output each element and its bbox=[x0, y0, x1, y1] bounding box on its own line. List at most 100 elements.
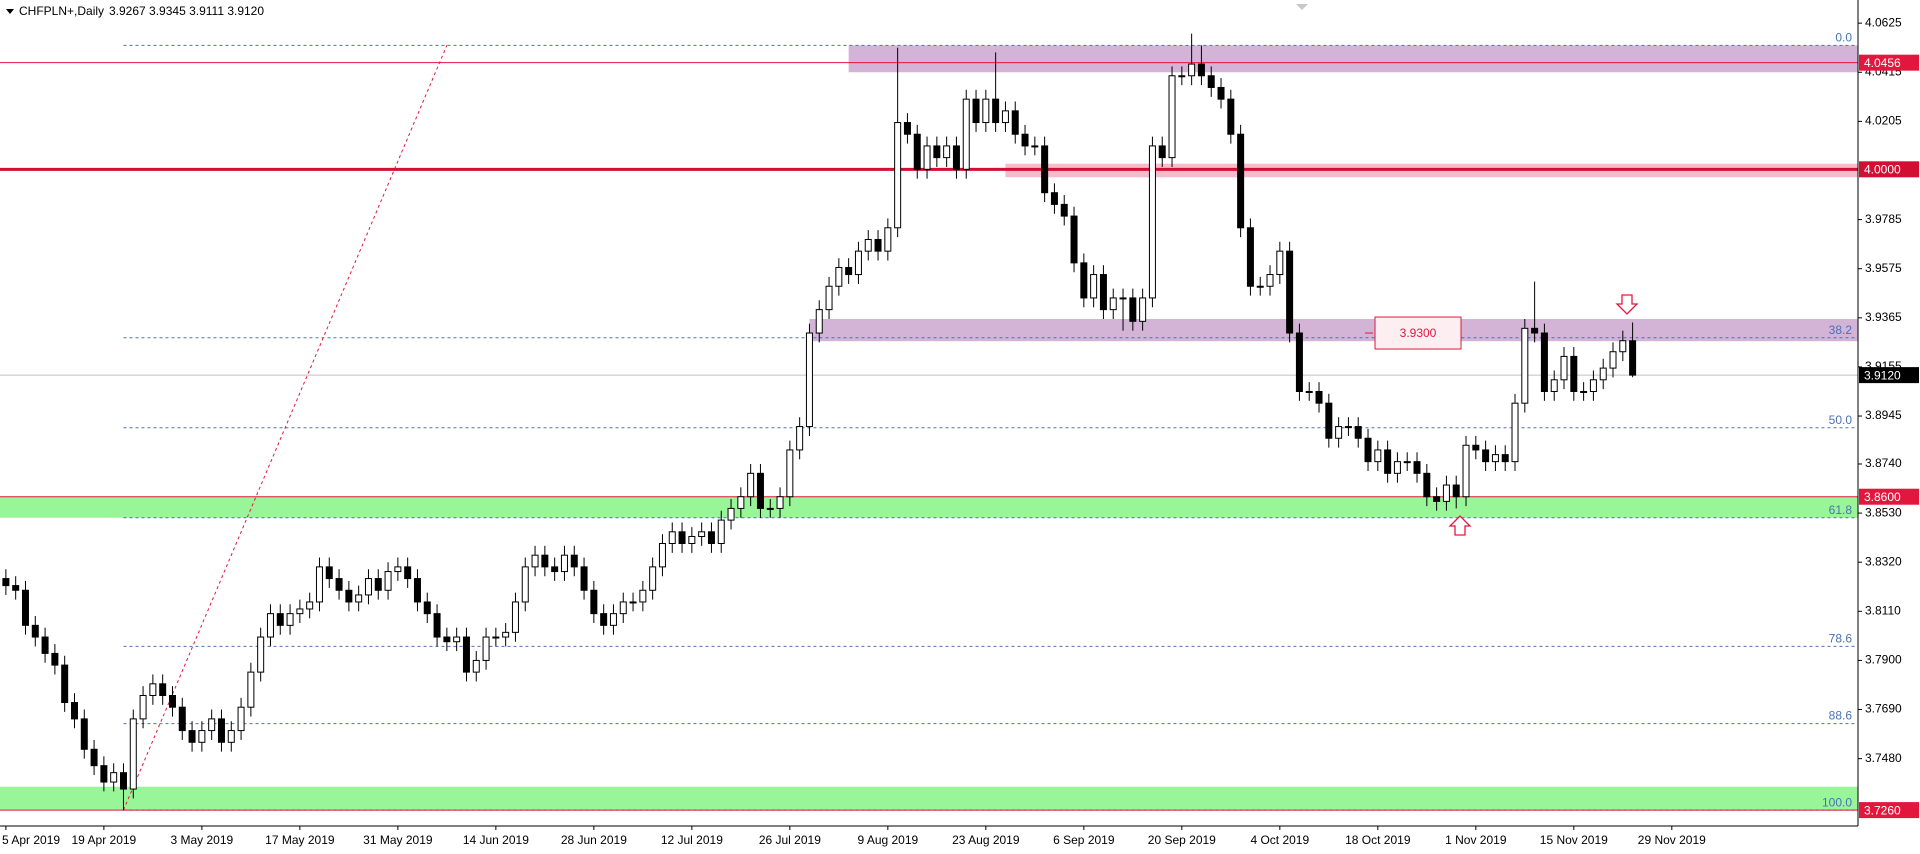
candle-body bbox=[541, 554, 549, 568]
menu-triangle[interactable] bbox=[6, 9, 14, 14]
candle-body bbox=[70, 702, 78, 720]
candle-body bbox=[80, 718, 88, 750]
candle-body bbox=[1168, 75, 1176, 159]
candle-body bbox=[139, 695, 147, 720]
y-tick-label: 3.9365 bbox=[1865, 310, 1902, 324]
candle-body bbox=[315, 566, 323, 603]
candles bbox=[2, 33, 1637, 811]
candle-body bbox=[619, 601, 627, 615]
candle-body bbox=[1374, 449, 1382, 463]
candle-body bbox=[1609, 351, 1617, 369]
candle-body bbox=[1462, 444, 1470, 498]
level-label: 3.8600 bbox=[1864, 490, 1901, 504]
candle-body bbox=[1540, 332, 1548, 392]
y-tick-label: 3.8110 bbox=[1865, 603, 1901, 617]
candle-body bbox=[1599, 367, 1607, 381]
level-label: 4.0456 bbox=[1864, 56, 1901, 70]
candle-body bbox=[1080, 262, 1088, 299]
candle-body bbox=[1560, 355, 1568, 381]
candle-body bbox=[325, 566, 333, 580]
candle-body bbox=[884, 227, 892, 252]
candle-body bbox=[1129, 297, 1137, 322]
candle-body bbox=[1629, 340, 1637, 376]
zone bbox=[0, 786, 1858, 811]
level-box bbox=[1859, 54, 1919, 71]
candle-body bbox=[90, 748, 98, 767]
fib-label: 0.0 bbox=[1835, 31, 1852, 45]
candle-body bbox=[1344, 426, 1352, 429]
candle-body bbox=[1217, 86, 1225, 100]
candle-body bbox=[805, 332, 813, 428]
candle-body bbox=[345, 589, 353, 603]
candle-body bbox=[1580, 390, 1588, 393]
candle-body bbox=[1472, 444, 1480, 451]
fib-label: 88.6 bbox=[1829, 709, 1853, 723]
candle-body bbox=[1491, 454, 1499, 463]
x-tick-label: 19 Apr 2019 bbox=[72, 833, 137, 847]
candle-body bbox=[1227, 98, 1235, 135]
candle-body bbox=[1276, 250, 1284, 276]
annotation-box bbox=[1374, 316, 1462, 350]
candle-body bbox=[404, 566, 412, 580]
candle-body bbox=[707, 531, 715, 544]
candle-body bbox=[51, 652, 59, 666]
candle-body bbox=[982, 98, 990, 124]
x-tick-label: 15 Nov 2019 bbox=[1540, 833, 1608, 847]
candle-body bbox=[658, 542, 666, 568]
x-tick-label: 29 Nov 2019 bbox=[1638, 833, 1706, 847]
candle-body bbox=[1011, 110, 1019, 135]
candle-body bbox=[217, 718, 225, 743]
x-tick-label: 14 Jun 2019 bbox=[463, 833, 529, 847]
candle-body bbox=[394, 566, 402, 573]
candle-body bbox=[1050, 192, 1058, 205]
x-tick-label: 6 Sep 2019 bbox=[1053, 833, 1115, 847]
candle-body bbox=[1570, 355, 1578, 392]
candle-body bbox=[1305, 390, 1313, 393]
candle-body bbox=[972, 98, 980, 124]
candle-body bbox=[335, 578, 343, 591]
candle-body bbox=[188, 730, 196, 743]
candle-body bbox=[119, 772, 127, 790]
candle-body bbox=[462, 636, 470, 673]
candle-body bbox=[472, 659, 480, 673]
candle-body bbox=[737, 496, 745, 509]
x-tick-label: 26 Jul 2019 bbox=[759, 833, 821, 847]
candle-body bbox=[1364, 437, 1372, 463]
candle-body bbox=[639, 589, 647, 603]
candle-body bbox=[227, 730, 235, 743]
candle-body bbox=[208, 718, 216, 732]
candle-body bbox=[786, 449, 794, 498]
candle-body bbox=[1021, 133, 1029, 147]
candle-body bbox=[443, 636, 451, 643]
candle-body bbox=[874, 238, 882, 252]
candle-body bbox=[1531, 327, 1539, 334]
candle-body bbox=[1197, 63, 1205, 77]
x-tick-label: 23 Aug 2019 bbox=[952, 833, 1020, 847]
annotation-label: 3.9300 bbox=[1400, 326, 1437, 340]
candle-body bbox=[129, 718, 137, 790]
candle-body bbox=[257, 636, 265, 673]
candle-body bbox=[306, 601, 314, 610]
sell-arrow bbox=[1615, 294, 1639, 315]
candle-body bbox=[796, 426, 804, 451]
x-tick-label: 31 May 2019 bbox=[363, 833, 433, 847]
candle-body bbox=[1256, 285, 1264, 288]
candle-body bbox=[1482, 449, 1490, 463]
y-tick-label: 3.8530 bbox=[1865, 505, 1902, 519]
zone bbox=[0, 496, 1858, 518]
candle-body bbox=[1354, 426, 1362, 439]
candle-body bbox=[1031, 145, 1039, 148]
candle-body bbox=[698, 531, 706, 537]
candle-body bbox=[384, 571, 392, 591]
x-tick-label: 5 Apr 2019 bbox=[2, 833, 60, 847]
y-tick-label: 4.0625 bbox=[1865, 15, 1902, 29]
candle-body bbox=[992, 98, 1000, 124]
quote: 3.9267 3.9345 3.9111 3.9120 bbox=[109, 4, 264, 18]
zones bbox=[0, 45, 1859, 811]
candle-body bbox=[1521, 327, 1529, 404]
candle-body bbox=[678, 531, 686, 544]
candle-body bbox=[600, 613, 608, 626]
zone bbox=[809, 318, 1859, 342]
